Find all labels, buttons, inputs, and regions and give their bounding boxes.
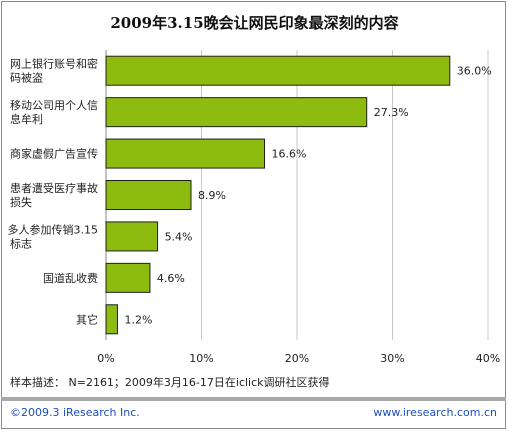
- category-label: 移动公司用个人信: [10, 99, 98, 112]
- value-label: 5.4%: [165, 230, 193, 243]
- sample-description: 样本描述： N=2161；2009年3月16-17日在iclick调研社区获得: [10, 376, 330, 389]
- bar: [105, 97, 368, 128]
- x-tick-label: 30%: [380, 352, 404, 365]
- category-label: 患者遭受医疗事故: [10, 181, 98, 195]
- bar: [105, 55, 451, 86]
- x-tick-label: 10%: [189, 352, 213, 365]
- value-label: 4.6%: [157, 272, 185, 285]
- category-label: 码被盗: [10, 72, 43, 85]
- website-link[interactable]: www.iresearch.com.cn: [373, 406, 497, 419]
- value-label: 8.9%: [198, 189, 226, 202]
- category-label: 损失: [10, 195, 32, 209]
- x-tick-label: 40%: [476, 352, 500, 365]
- category-label: 其它: [76, 312, 98, 326]
- bar: [105, 138, 266, 169]
- bar: [105, 180, 192, 210]
- x-tick-label: 20%: [285, 352, 309, 365]
- value-label: 1.2%: [124, 313, 152, 326]
- bar: [105, 262, 151, 293]
- category-label: 国道乱收费: [43, 271, 98, 285]
- value-label: 16.6%: [272, 148, 307, 161]
- category-label: 息牟利: [10, 112, 43, 126]
- category-label: 多人参加传销3.15: [8, 222, 99, 236]
- x-tick-label: 0%: [97, 352, 114, 365]
- value-label: 36.0%: [457, 65, 492, 78]
- bar: [105, 221, 159, 252]
- value-label: 27.3%: [374, 106, 409, 119]
- category-label: 网上银行账号和密: [10, 57, 98, 71]
- footer-divider: [1, 397, 506, 401]
- category-label: 商家虚假广告宣传: [10, 147, 98, 161]
- copyright-text: ©2009.3 iResearch Inc.: [10, 406, 140, 419]
- bar: [105, 304, 118, 335]
- chart-title: 2009年3.15晚会让网民印象最深刻的内容: [110, 14, 399, 32]
- category-label: 标志: [10, 236, 32, 250]
